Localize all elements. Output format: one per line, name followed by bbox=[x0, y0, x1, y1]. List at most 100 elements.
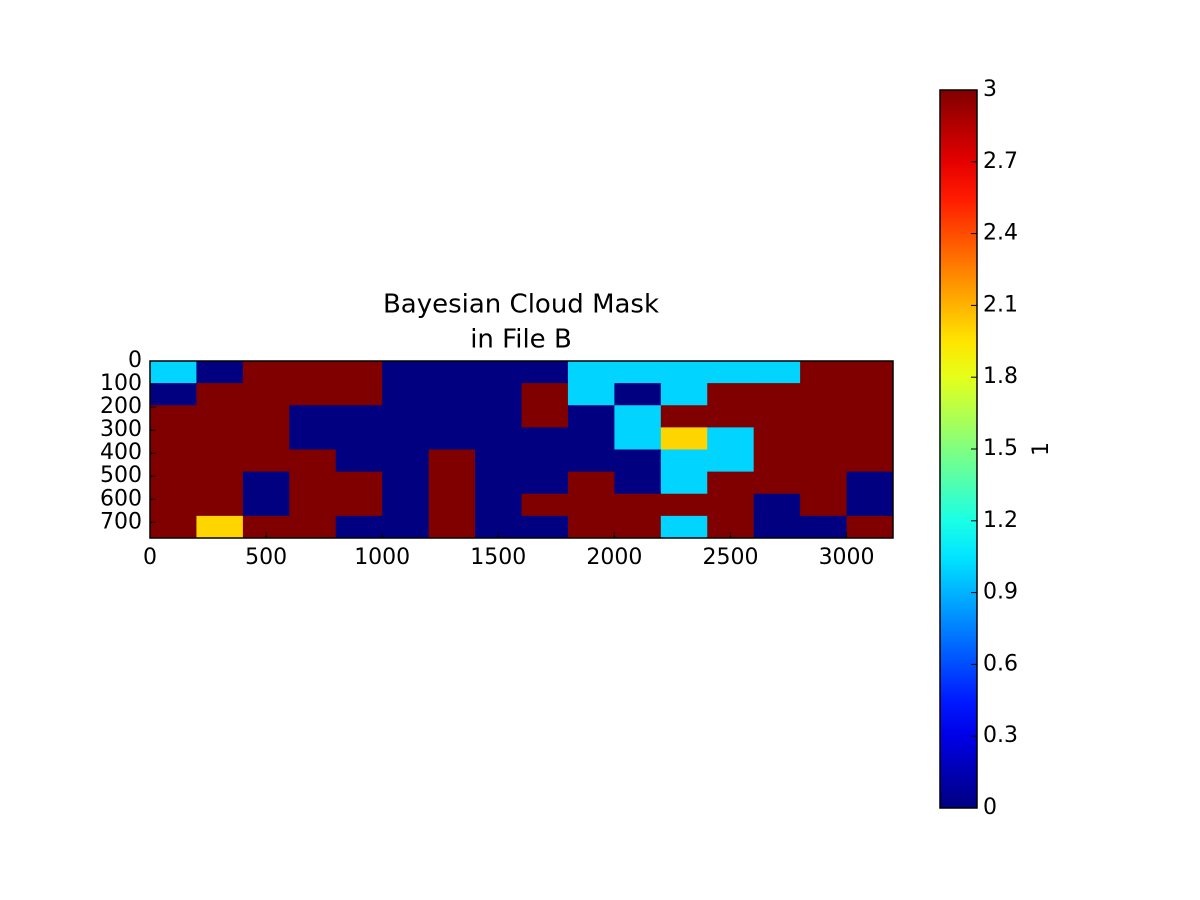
colorbar-tick-label: 2.7 bbox=[983, 149, 1018, 174]
heatmap-cell bbox=[428, 405, 476, 428]
heatmap-cell bbox=[475, 361, 522, 384]
heatmap-cell bbox=[428, 383, 476, 406]
heatmap-cell bbox=[335, 383, 383, 406]
heatmap-cell bbox=[660, 383, 708, 406]
heatmap-cell bbox=[242, 383, 290, 406]
heatmap-cell bbox=[196, 427, 244, 450]
colorbar-tick-label: 0 bbox=[983, 795, 997, 820]
heatmap-cell bbox=[707, 405, 755, 428]
heatmap-cell bbox=[382, 471, 430, 495]
heatmap-cell bbox=[614, 405, 662, 428]
colorbar-tick-label: 0.9 bbox=[983, 580, 1018, 605]
heatmap-cell bbox=[567, 427, 615, 450]
heatmap-cell bbox=[150, 493, 197, 517]
heatmap-cell bbox=[753, 515, 801, 539]
heatmap-cell bbox=[660, 471, 708, 495]
heatmap-cell bbox=[707, 383, 755, 406]
heatmap-cell bbox=[196, 383, 244, 406]
heatmap-cell bbox=[753, 493, 801, 517]
heatmap-cell bbox=[335, 515, 383, 539]
heatmap-cell bbox=[800, 493, 848, 517]
heatmap-cell bbox=[800, 383, 848, 406]
heatmap-cell bbox=[707, 427, 755, 450]
heatmap-cell bbox=[382, 493, 430, 517]
colorbar-tick-label: 2.1 bbox=[983, 292, 1018, 317]
heatmap-cell bbox=[800, 471, 848, 495]
x-tick-label: 2500 bbox=[702, 545, 758, 570]
heatmap-cell bbox=[475, 405, 522, 428]
heatmap-cell bbox=[150, 449, 197, 473]
heatmap-cell bbox=[242, 471, 290, 495]
heatmap-cell bbox=[660, 361, 708, 384]
x-tick-label: 3000 bbox=[819, 545, 875, 570]
chart-title: Bayesian Cloud Mask bbox=[383, 290, 659, 320]
heatmap-cell bbox=[150, 471, 197, 495]
heatmap-cell bbox=[753, 383, 801, 406]
heatmap-cell bbox=[707, 361, 755, 384]
heatmap-cell bbox=[428, 427, 476, 450]
heatmap-cell bbox=[382, 427, 430, 450]
axes-frame bbox=[149, 360, 894, 539]
heatmap-cell bbox=[567, 361, 615, 384]
colorbar-tick-label: 1.2 bbox=[983, 508, 1018, 533]
heatmap-cell bbox=[521, 449, 569, 473]
heatmap-cell bbox=[428, 449, 476, 473]
heatmap-cell bbox=[475, 493, 522, 517]
heatmap-cell bbox=[521, 493, 569, 517]
heatmap-cell bbox=[800, 515, 848, 539]
colorbar-tick-label: 3 bbox=[983, 77, 997, 102]
heatmap-cell bbox=[242, 427, 290, 450]
heatmap-cell bbox=[382, 361, 430, 384]
heatmap-cell bbox=[335, 427, 383, 450]
y-tick-label: 100 bbox=[100, 371, 142, 396]
heatmap-cell bbox=[614, 493, 662, 517]
heatmap-cell bbox=[289, 493, 337, 517]
colorbar-tick-label: 1.8 bbox=[983, 364, 1018, 389]
heatmap-cell bbox=[150, 515, 197, 539]
y-tick-label: 300 bbox=[100, 417, 142, 442]
heatmap-cell bbox=[846, 493, 894, 517]
heatmap-cell bbox=[707, 515, 755, 539]
heatmap-cell bbox=[846, 515, 894, 539]
heatmap-cell bbox=[753, 449, 801, 473]
heatmap-cell bbox=[289, 471, 337, 495]
heatmap-cell bbox=[335, 361, 383, 384]
heatmap-cell bbox=[475, 427, 522, 450]
heatmap-cell bbox=[428, 471, 476, 495]
heatmap-cell bbox=[382, 515, 430, 539]
heatmap-cell bbox=[846, 405, 894, 428]
x-tick-label: 1500 bbox=[470, 545, 526, 570]
colorbar-tick-label: 2.4 bbox=[983, 221, 1018, 246]
heatmap-cell bbox=[242, 515, 290, 539]
heatmap-cell bbox=[800, 361, 848, 384]
heatmap-cell bbox=[567, 383, 615, 406]
heatmap-cell bbox=[521, 361, 569, 384]
heatmap-cell bbox=[614, 471, 662, 495]
heatmap-cell bbox=[335, 471, 383, 495]
heatmap-cell bbox=[800, 449, 848, 473]
heatmap-cell bbox=[196, 449, 244, 473]
colorbar-tick-label: 0.3 bbox=[983, 723, 1018, 748]
x-tick-label: 500 bbox=[245, 545, 287, 570]
heatmap-cell bbox=[475, 383, 522, 406]
heatmap-cell bbox=[196, 493, 244, 517]
heatmap-cell bbox=[242, 449, 290, 473]
heatmap-cell bbox=[707, 493, 755, 517]
heatmap-cell bbox=[846, 383, 894, 406]
heatmap-cell bbox=[567, 493, 615, 517]
heatmap-cell bbox=[846, 471, 894, 495]
heatmap-cell bbox=[614, 449, 662, 473]
heatmap-cell bbox=[521, 427, 569, 450]
heatmap-cell bbox=[475, 449, 522, 473]
heatmap-cell bbox=[846, 449, 894, 473]
heatmap-cell bbox=[242, 493, 290, 517]
heatmap-cell bbox=[150, 383, 197, 406]
heatmap-cell bbox=[753, 405, 801, 428]
heatmap-cell bbox=[428, 493, 476, 517]
heatmap-cell bbox=[660, 493, 708, 517]
heatmap-cell bbox=[150, 405, 197, 428]
heatmap-cell bbox=[567, 515, 615, 539]
heatmap-cell bbox=[660, 427, 708, 450]
heatmap-cell bbox=[567, 471, 615, 495]
